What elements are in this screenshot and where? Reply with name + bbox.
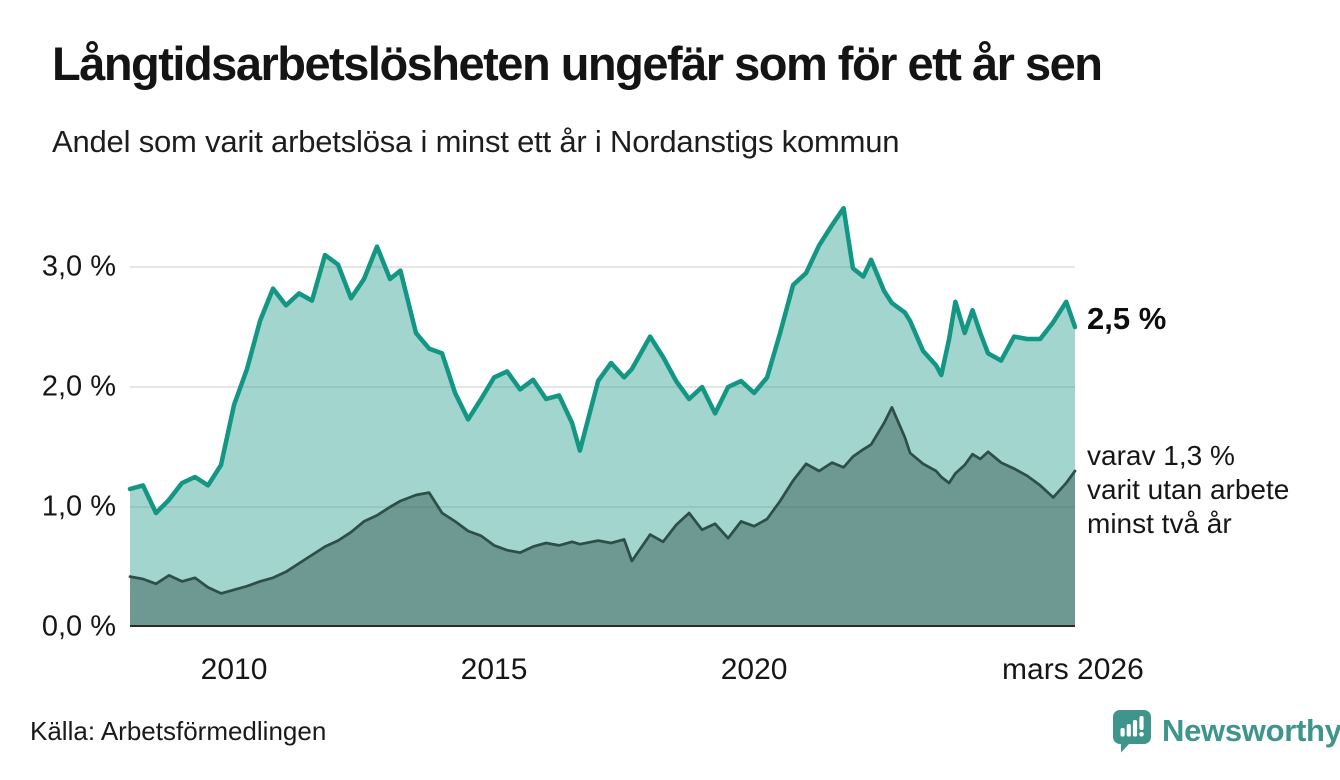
page-title: Långtidsarbetslösheten ungefär som för e…	[52, 37, 1103, 90]
series-area-1yr	[130, 208, 1075, 627]
y-tick-label: 2,0 %	[41, 370, 116, 403]
two-year-note: varav 1,3 % varit utan arbete minst två …	[1087, 439, 1289, 541]
page-subtitle: Andel som varit arbetslösa i minst ett å…	[52, 124, 900, 159]
newsworthy-logo[interactable]: Newsworthy	[1112, 709, 1340, 753]
series-line-1yr	[127, 205, 1078, 516]
two-year-note-line2: varit utan arbete	[1087, 474, 1290, 505]
newsworthy-bubble-icon	[1112, 709, 1152, 753]
two-year-note-line1: varav 1,3 %	[1087, 440, 1235, 471]
two-year-note-line3: minst två år	[1087, 508, 1232, 539]
y-tick-label: 0,0 %	[41, 610, 116, 643]
area-chart-svg	[127, 205, 1078, 627]
latest-value-label: 2,5 %	[1087, 301, 1167, 336]
plot-area: 0,0 % 1,0 % 2,0 % 3,0 % 2010 2015 2020 mars 202…	[42, 195, 1144, 686]
x-tick-label: 2015	[460, 653, 528, 686]
source-credit: Källa: Arbetsförmedlingen	[30, 716, 327, 746]
newsworthy-wordmark: Newsworthy	[1162, 713, 1340, 748]
x-tick-label: 2020	[720, 653, 788, 686]
y-tick-label: 3,0 %	[41, 250, 116, 283]
x-tick-label: mars 2026	[1002, 653, 1144, 686]
series-line-2yr	[128, 406, 1077, 595]
x-tick-label: 2010	[200, 653, 268, 686]
series-area-2yr	[130, 407, 1075, 627]
y-tick-label: 1,0 %	[41, 490, 116, 523]
